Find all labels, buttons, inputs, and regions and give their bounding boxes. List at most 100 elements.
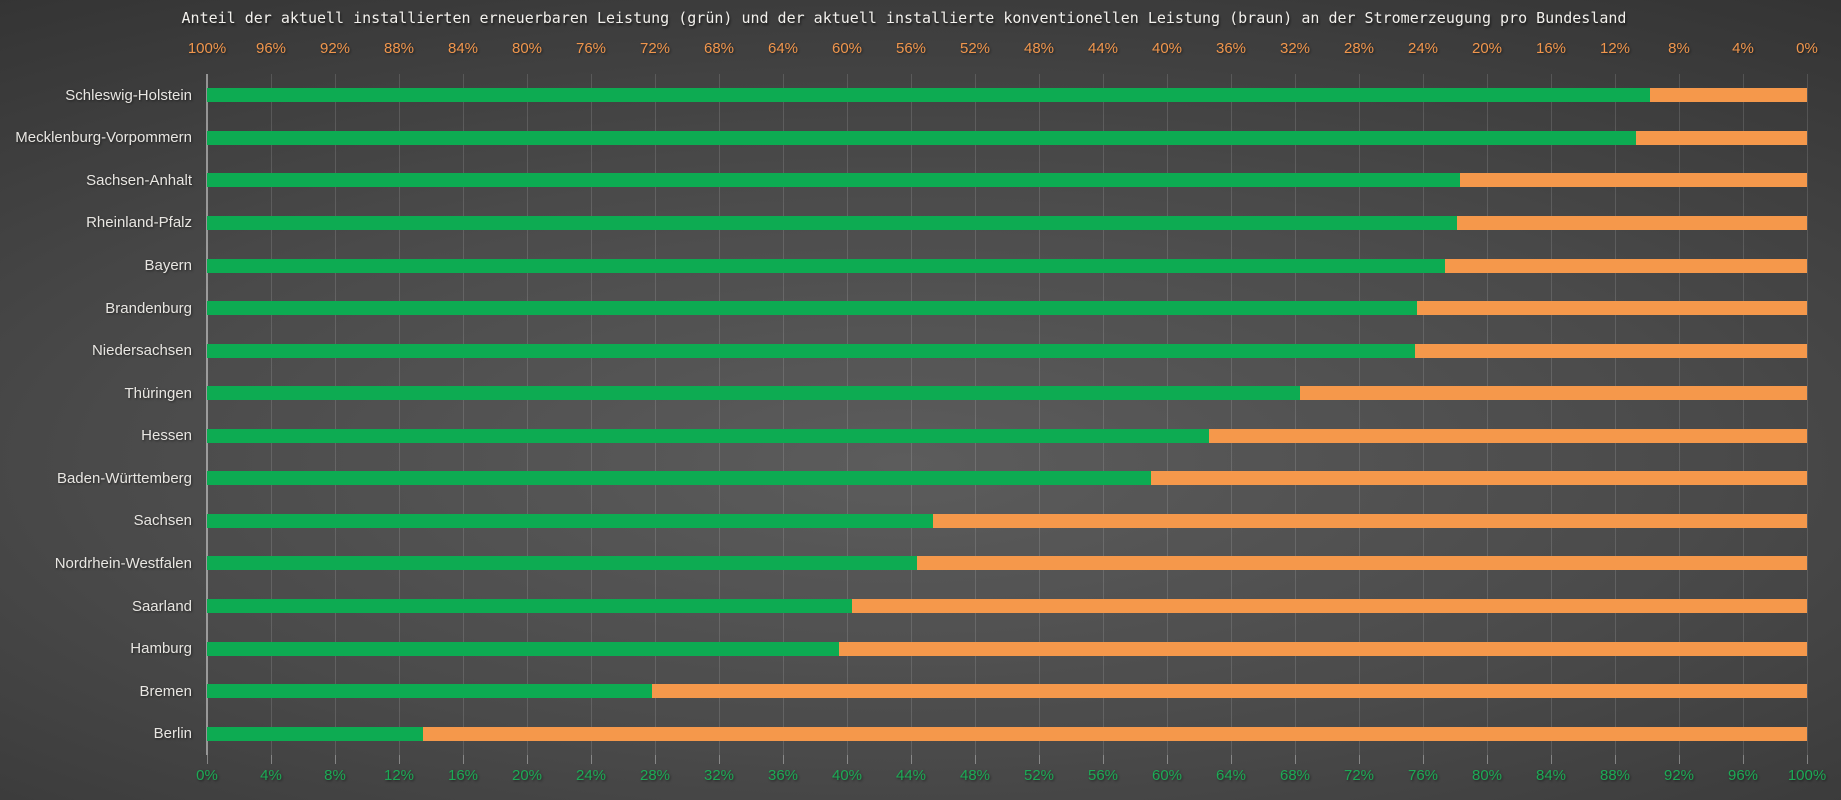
gridline [719, 74, 720, 755]
x-tickmark [1678, 755, 1680, 764]
renewable-bar-segment [207, 343, 1415, 358]
x-tickmark [910, 755, 912, 764]
x-tickmark [526, 755, 528, 764]
x-tick-label-bottom: 76% [1407, 767, 1439, 784]
gridline [527, 74, 528, 755]
x-tick-label-top: 92% [319, 40, 351, 57]
gridline [1103, 74, 1104, 755]
x-tick-label-top: 76% [575, 40, 607, 57]
x-tick-label-bottom: 24% [575, 767, 607, 784]
bar-row: Brandenburg [0, 287, 1807, 330]
conventional-bar-segment [1650, 88, 1807, 103]
bar-track [207, 471, 1807, 486]
x-tickmark [1038, 755, 1040, 764]
state-label: Hessen [141, 427, 192, 445]
state-label: Berlin [153, 725, 192, 743]
x-tick-label-top: 12% [1599, 40, 1631, 57]
bar-track [207, 215, 1807, 230]
x-tickmark [782, 755, 784, 764]
x-tickmark [1614, 755, 1616, 764]
renewable-bar-segment [207, 173, 1460, 188]
x-tick-label-bottom: 12% [383, 767, 415, 784]
bar-row: Sachsen-Anhalt [0, 159, 1807, 202]
bar-row: Nordrhein-Westfalen [0, 542, 1807, 585]
gridline [1487, 74, 1488, 755]
gridline [1167, 74, 1168, 755]
gridline [975, 74, 976, 755]
x-tick-label-bottom: 0% [196, 767, 218, 784]
x-tick-label-bottom: 84% [1535, 767, 1567, 784]
x-tick-label-top: 36% [1215, 40, 1247, 57]
bar-row: Baden-Württemberg [0, 457, 1807, 500]
x-tick-label-top: 4% [1732, 40, 1754, 57]
x-tickmark [846, 755, 848, 764]
x-tick-label-bottom: 52% [1023, 767, 1055, 784]
x-tick-label-bottom: 28% [639, 767, 671, 784]
x-tick-label-top: 48% [1023, 40, 1055, 57]
state-label: Sachsen-Anhalt [86, 171, 192, 189]
x-tick-label-bottom: 32% [703, 767, 735, 784]
conventional-bar-segment [851, 599, 1807, 614]
conventional-bar-segment [1459, 173, 1807, 188]
x-tick-label-bottom: 64% [1215, 767, 1247, 784]
top-axis: 100% 96% 92% 88% 84% 80% 76% 72% 68% 64% 60% 56% 52%… [0, 41, 1841, 57]
x-tick-label-bottom: 68% [1279, 767, 1311, 784]
gridline [1359, 74, 1360, 755]
bar-track [207, 641, 1807, 656]
bar-track [207, 386, 1807, 401]
x-tick-label-top: 96% [255, 40, 287, 57]
gridline [1743, 74, 1744, 755]
state-label: Brandenburg [105, 299, 192, 317]
renewable-bar-segment [207, 130, 1636, 145]
x-tickmark [1294, 755, 1296, 764]
gridline [271, 74, 272, 755]
x-tick-label-top: 0% [1796, 40, 1818, 57]
renewable-bar-segment [207, 301, 1417, 316]
x-tickmark [462, 755, 464, 764]
bottom-axis-tickmarks [0, 755, 1841, 765]
x-tick-label-top: 84% [447, 40, 479, 57]
x-tickmark [398, 755, 400, 764]
conventional-bar-segment [1416, 301, 1807, 316]
state-label: Rheinland-Pfalz [86, 214, 192, 232]
state-label: Sachsen [133, 512, 192, 530]
gridline [847, 74, 848, 755]
x-tick-label-top: 52% [959, 40, 991, 57]
x-tickmark [590, 755, 592, 764]
conventional-bar-segment [1415, 343, 1807, 358]
x-tick-label-bottom: 16% [447, 767, 479, 784]
gridline [1807, 74, 1808, 755]
x-tick-label-top: 24% [1407, 40, 1439, 57]
conventional-bar-segment [1299, 386, 1807, 401]
x-tickmark [718, 755, 720, 764]
gridline [655, 74, 656, 755]
bar-track [207, 599, 1807, 614]
renewable-bar-segment [207, 684, 652, 699]
x-tick-label-top: 44% [1087, 40, 1119, 57]
bar-row: Bremen [0, 670, 1807, 713]
x-tickmark [1742, 755, 1744, 764]
x-tick-label-bottom: 20% [511, 767, 543, 784]
bar-track [207, 301, 1807, 316]
x-tickmark [1358, 755, 1360, 764]
conventional-bar-segment [423, 726, 1807, 741]
renewable-bar-segment [207, 641, 839, 656]
bar-track [207, 684, 1807, 699]
x-tick-label-top: 28% [1343, 40, 1375, 57]
bar-track [207, 726, 1807, 741]
bar-track [207, 173, 1807, 188]
gridline [1551, 74, 1552, 755]
conventional-bar-segment [933, 513, 1807, 528]
x-tick-label-bottom: 40% [831, 767, 863, 784]
conventional-bar-segment [651, 684, 1807, 699]
renewable-bar-segment [207, 215, 1457, 230]
x-tickmark [974, 755, 976, 764]
x-tick-label-bottom: 48% [959, 767, 991, 784]
plot-grid [206, 74, 1808, 755]
conventional-bar-segment [1635, 130, 1807, 145]
x-tick-label-top: 40% [1151, 40, 1183, 57]
x-tick-label-top: 100% [187, 40, 227, 57]
bar-row: Hamburg [0, 627, 1807, 670]
x-tick-label-bottom: 96% [1727, 767, 1759, 784]
state-label: Niedersachsen [91, 342, 192, 360]
